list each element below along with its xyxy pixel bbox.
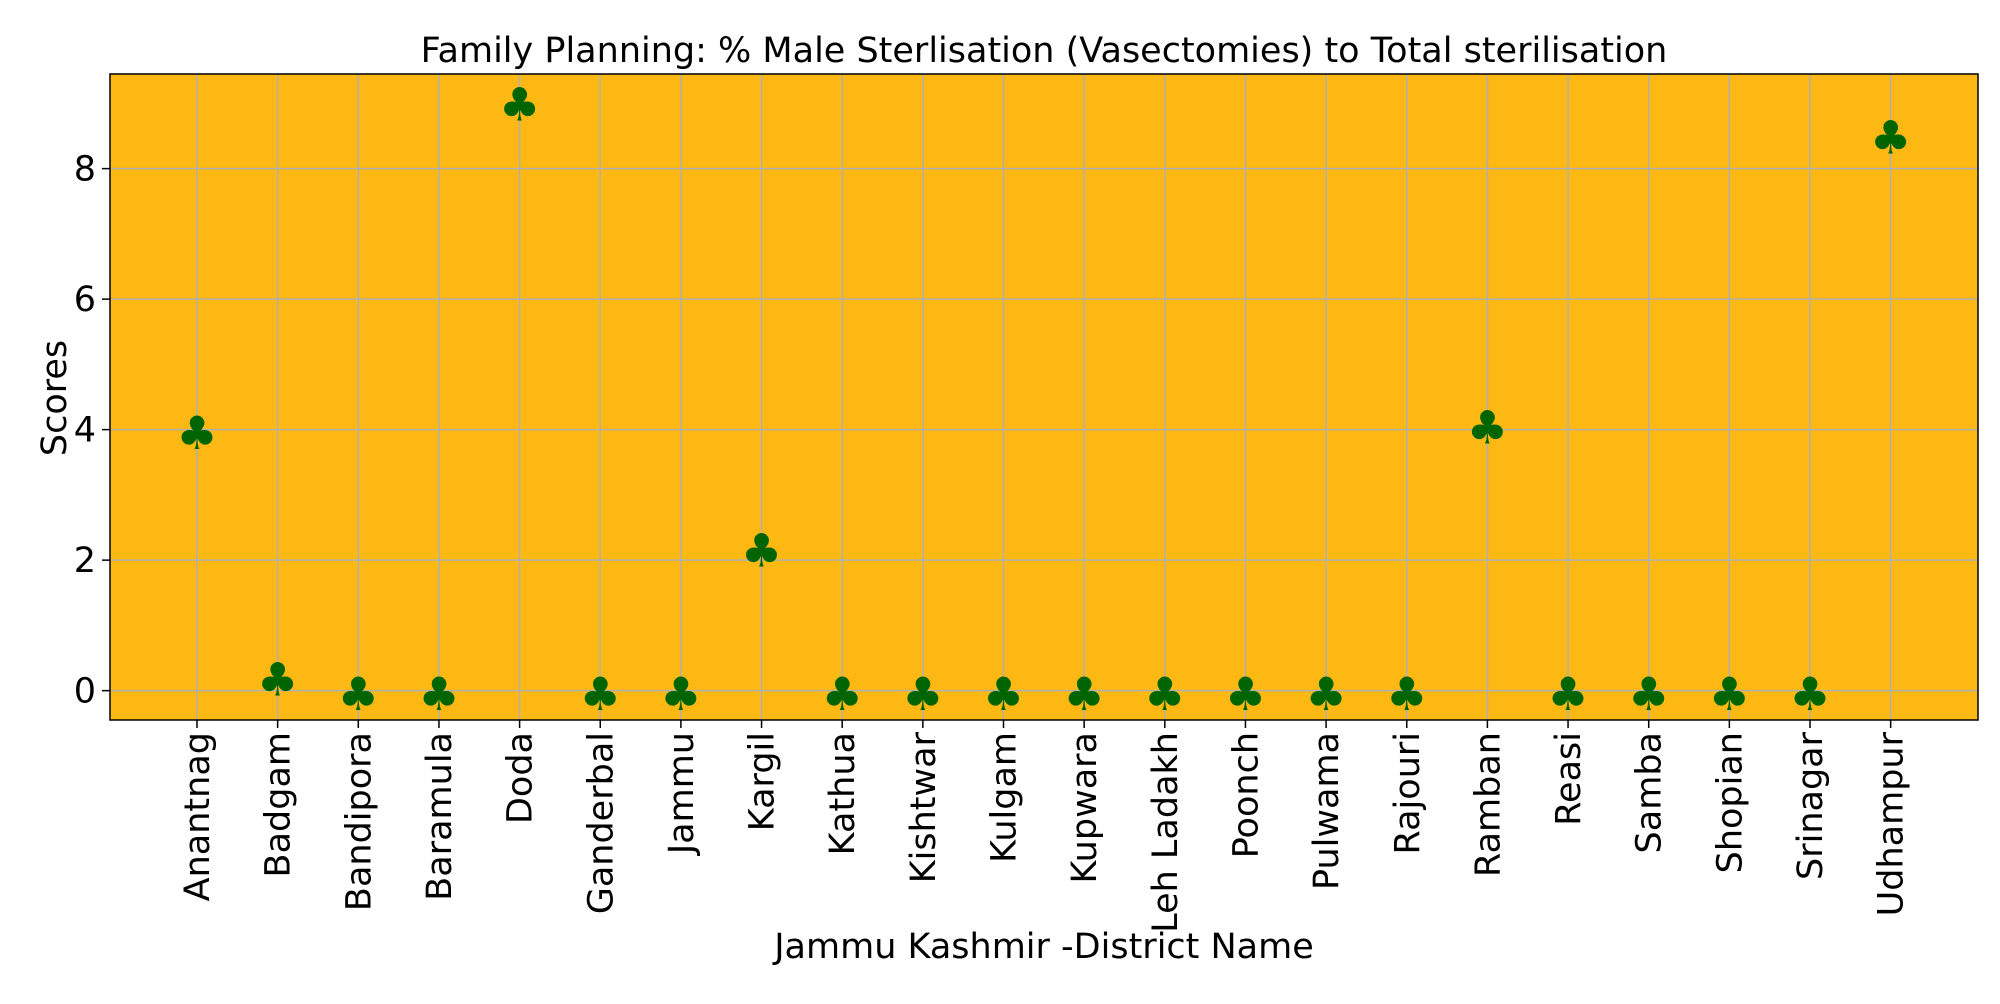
data-point-club-icon: ♣ bbox=[902, 667, 943, 721]
x-tick-label: Reasi bbox=[1549, 732, 1589, 826]
plot-area bbox=[110, 74, 1978, 720]
data-point-club-icon: ♣ bbox=[1386, 667, 1427, 721]
data-point-club-icon: ♣ bbox=[1789, 667, 1830, 721]
x-tick-label: Udhampur bbox=[1872, 731, 1912, 916]
data-point-club-icon: ♣ bbox=[1870, 110, 1911, 164]
y-tick-label: 2 bbox=[74, 541, 96, 581]
x-tick-label: Ganderbal bbox=[581, 732, 621, 914]
data-point-club-icon: ♣ bbox=[1628, 667, 1669, 721]
plot-frame bbox=[109, 73, 1979, 721]
x-tick-label: Shopian bbox=[1710, 732, 1750, 873]
x-tick-label: Kathua bbox=[823, 732, 863, 855]
x-tick-label: Samba bbox=[1630, 732, 1670, 853]
x-tick-label: Bandipora bbox=[339, 732, 379, 911]
x-tick-label: Poonch bbox=[1226, 732, 1266, 858]
x-tick-label: Kupwara bbox=[1065, 732, 1105, 884]
data-point-club-icon: ♣ bbox=[338, 667, 379, 721]
y-tick-label: 8 bbox=[74, 150, 96, 190]
y-tick-label: 6 bbox=[74, 280, 96, 320]
x-tick-label: Rajouri bbox=[1388, 732, 1428, 854]
x-tick-label: Jammu bbox=[662, 732, 702, 856]
data-point-club-icon: ♣ bbox=[983, 667, 1024, 721]
data-point-club-icon: ♣ bbox=[1144, 667, 1185, 721]
data-point-club-icon: ♣ bbox=[1305, 667, 1346, 721]
grid-lines bbox=[110, 74, 1978, 720]
data-point-club-icon: ♣ bbox=[741, 523, 782, 577]
data-point-club-icon: ♣ bbox=[1225, 667, 1266, 721]
data-point-club-icon: ♣ bbox=[499, 78, 540, 132]
x-tick-label: Ramban bbox=[1468, 732, 1508, 877]
x-axis-label: Jammu Kashmir -District Name bbox=[772, 927, 1314, 967]
x-tick-label: Kulgam bbox=[985, 732, 1025, 863]
x-tick-label: Kargil bbox=[743, 732, 783, 831]
data-point-club-icon: ♣ bbox=[176, 406, 217, 460]
axis-ticks: Anantnag Badgam Bandipora Baramula Doda Gande… bbox=[74, 150, 1912, 933]
y-axis-label: Scores bbox=[35, 340, 75, 456]
data-point-club-icon: ♣ bbox=[257, 653, 298, 707]
data-point-club-icon: ♣ bbox=[1547, 667, 1588, 721]
data-point-club-icon: ♣ bbox=[660, 667, 701, 721]
x-tick-label: Pulwama bbox=[1307, 732, 1347, 890]
chart-title: Family Planning: % Male Sterlisation (Va… bbox=[421, 31, 1668, 71]
x-tick-label: Srinagar bbox=[1791, 731, 1831, 880]
x-tick-label: Badgam bbox=[259, 732, 299, 877]
data-point-club-icon: ♣ bbox=[580, 667, 621, 721]
x-tick-label: Anantnag bbox=[178, 732, 218, 901]
data-point-club-icon: ♣ bbox=[822, 667, 863, 721]
data-point-club-icon: ♣ bbox=[418, 667, 459, 721]
y-tick-label: 0 bbox=[74, 672, 96, 712]
data-point-club-icon: ♣ bbox=[1709, 667, 1750, 721]
data-point-club-icon: ♣ bbox=[1064, 667, 1105, 721]
y-tick-label: 4 bbox=[74, 411, 96, 451]
data-point-club-icon: ♣ bbox=[1467, 401, 1508, 455]
x-tick-label: Baramula bbox=[420, 732, 460, 901]
x-tick-label: Kishtwar bbox=[904, 731, 944, 883]
x-tick-label: Leh Ladakh bbox=[1146, 732, 1186, 933]
x-tick-label: Doda bbox=[501, 732, 541, 824]
data-points: ♣ ♣ ♣ ♣ ♣ ♣ ♣ ♣ ♣ ♣ ♣ ♣ ♣ ♣ ♣ ♣ ♣ ♣ ♣ ♣ ♣ ♣ bbox=[176, 78, 1911, 721]
